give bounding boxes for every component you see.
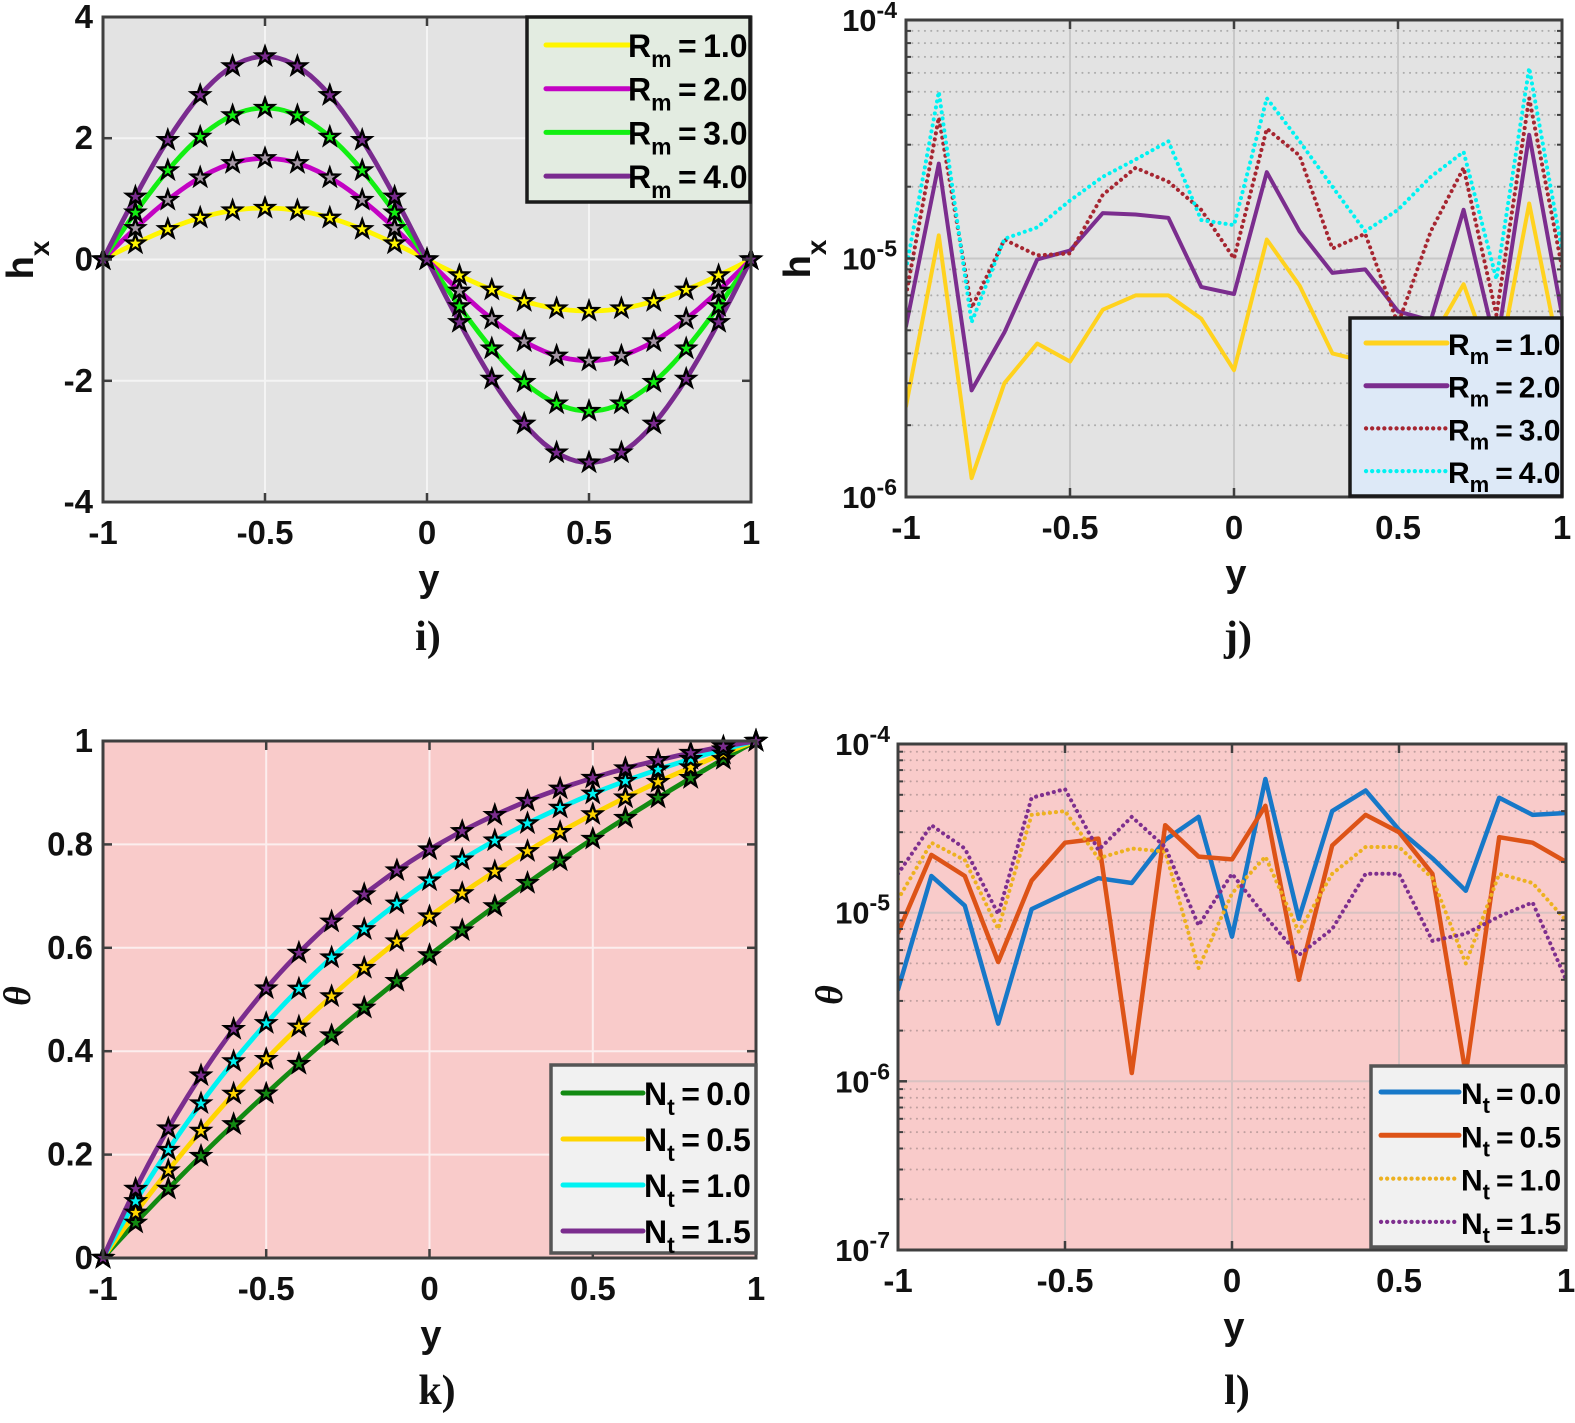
svg-text:2: 2 — [75, 119, 93, 156]
svg-text:-1: -1 — [883, 1262, 912, 1299]
svg-text:0.5: 0.5 — [566, 514, 612, 551]
svg-text:0.5: 0.5 — [570, 1270, 616, 1307]
svg-text:1: 1 — [747, 1270, 765, 1307]
svg-text:-0.5: -0.5 — [237, 514, 294, 551]
svg-text:j): j) — [1223, 614, 1252, 660]
svg-text:0.8: 0.8 — [47, 825, 93, 862]
svg-text:0.6: 0.6 — [47, 929, 93, 966]
svg-text:θ: θ — [0, 986, 39, 1006]
svg-text:1: 1 — [1553, 509, 1571, 546]
svg-text:-0.5: -0.5 — [1037, 1262, 1094, 1299]
svg-text:0.5: 0.5 — [1376, 1262, 1422, 1299]
svg-text:1: 1 — [75, 722, 93, 759]
svg-text:y: y — [420, 1314, 441, 1356]
svg-text:10-6: 10-6 — [842, 474, 897, 515]
svg-text:-0.5: -0.5 — [1042, 509, 1099, 546]
svg-text:k): k) — [418, 1368, 455, 1414]
svg-text:0: 0 — [420, 1270, 438, 1307]
svg-text:Rm = 1.0: Rm = 1.0 — [628, 28, 748, 72]
svg-text:10-7: 10-7 — [835, 1227, 890, 1268]
svg-text:4: 4 — [75, 0, 94, 35]
svg-text:1: 1 — [742, 514, 760, 551]
svg-text:y: y — [1223, 1306, 1244, 1348]
svg-text:-1: -1 — [88, 1270, 117, 1307]
svg-text:hx: hx — [777, 239, 832, 278]
svg-text:0.5: 0.5 — [1375, 509, 1421, 546]
svg-text:0: 0 — [1225, 509, 1243, 546]
svg-text:-1: -1 — [891, 509, 920, 546]
svg-text:-4: -4 — [64, 483, 94, 520]
svg-text:l): l) — [1224, 1368, 1250, 1414]
svg-text:0: 0 — [1223, 1262, 1241, 1299]
svg-text:y: y — [1225, 553, 1246, 595]
svg-text:-0.5: -0.5 — [238, 1270, 295, 1307]
svg-text:hx: hx — [0, 240, 55, 279]
svg-text:θ: θ — [809, 985, 851, 1005]
svg-text:1: 1 — [1557, 1262, 1575, 1299]
svg-text:0.4: 0.4 — [47, 1032, 94, 1069]
svg-text:10-6: 10-6 — [835, 1058, 890, 1099]
svg-text:i): i) — [415, 614, 441, 660]
svg-text:0.2: 0.2 — [47, 1136, 93, 1173]
svg-text:-1: -1 — [88, 514, 117, 551]
svg-text:y: y — [418, 558, 439, 600]
svg-text:0: 0 — [75, 241, 93, 278]
svg-text:10-4: 10-4 — [842, 0, 897, 38]
svg-text:0: 0 — [418, 514, 436, 551]
svg-text:-2: -2 — [64, 362, 93, 399]
svg-text:10-4: 10-4 — [835, 721, 890, 762]
svg-text:10-5: 10-5 — [835, 890, 890, 931]
svg-text:10-5: 10-5 — [842, 236, 897, 277]
svg-text:0: 0 — [75, 1239, 93, 1276]
